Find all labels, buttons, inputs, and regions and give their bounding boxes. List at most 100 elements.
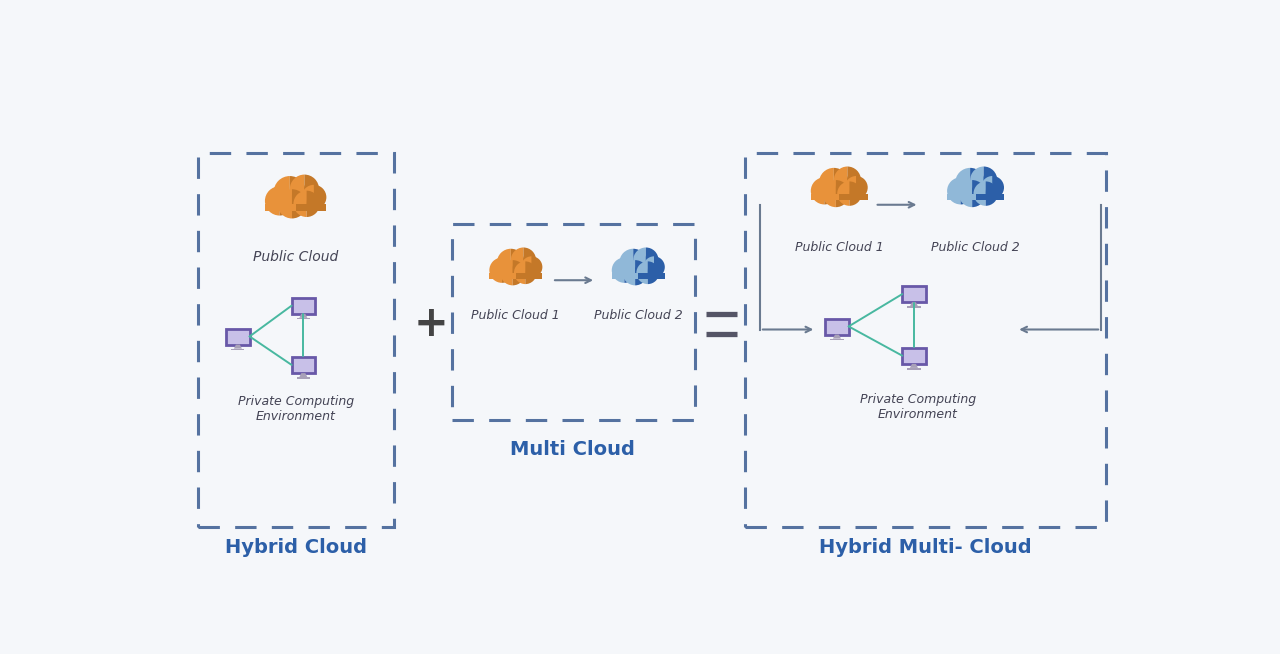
Polygon shape (265, 204, 296, 211)
Bar (198, 153, 394, 526)
Wedge shape (646, 247, 658, 273)
Wedge shape (265, 186, 279, 216)
Wedge shape (292, 189, 307, 218)
Text: Multi Cloud: Multi Cloud (511, 440, 635, 459)
Wedge shape (620, 249, 634, 277)
Text: Public Cloud 1: Public Cloud 1 (795, 241, 883, 254)
Bar (745, 153, 1106, 526)
Wedge shape (970, 168, 986, 198)
Wedge shape (847, 167, 861, 194)
Wedge shape (302, 185, 314, 210)
Wedge shape (500, 260, 513, 285)
Text: Private Computing
Environment: Private Computing Environment (238, 395, 353, 422)
Text: Hybrid Cloud: Hybrid Cloud (225, 538, 366, 557)
Wedge shape (980, 176, 992, 199)
Wedge shape (511, 249, 525, 277)
Wedge shape (833, 168, 849, 198)
Wedge shape (305, 175, 319, 204)
Polygon shape (516, 273, 543, 279)
Wedge shape (489, 258, 502, 283)
FancyBboxPatch shape (227, 328, 250, 345)
Wedge shape (635, 260, 648, 285)
Wedge shape (636, 262, 648, 284)
Polygon shape (300, 314, 307, 318)
Wedge shape (622, 260, 635, 285)
Polygon shape (833, 335, 841, 339)
FancyBboxPatch shape (292, 357, 315, 373)
FancyBboxPatch shape (292, 298, 315, 314)
FancyBboxPatch shape (902, 348, 925, 364)
Bar (908, 306, 920, 308)
Wedge shape (836, 180, 850, 207)
Wedge shape (497, 249, 511, 277)
FancyBboxPatch shape (826, 318, 849, 335)
Text: Public Cloud 2: Public Cloud 2 (594, 309, 682, 322)
Wedge shape (524, 247, 536, 273)
Wedge shape (959, 180, 973, 207)
Wedge shape (513, 260, 525, 285)
Polygon shape (296, 204, 326, 211)
Wedge shape (970, 167, 984, 194)
Wedge shape (856, 176, 868, 199)
Text: Public Cloud 1: Public Cloud 1 (471, 309, 561, 322)
Wedge shape (502, 258, 515, 283)
Wedge shape (986, 181, 998, 206)
Bar (232, 349, 244, 351)
Wedge shape (822, 180, 836, 207)
Wedge shape (279, 186, 294, 216)
Wedge shape (625, 258, 637, 283)
Polygon shape (975, 194, 1004, 200)
Wedge shape (819, 168, 833, 198)
Wedge shape (961, 177, 974, 205)
Polygon shape (300, 373, 307, 377)
Polygon shape (910, 302, 918, 306)
Wedge shape (274, 176, 289, 208)
Wedge shape (634, 249, 648, 277)
Wedge shape (612, 258, 625, 283)
Wedge shape (293, 191, 307, 217)
Text: Public Cloud 2: Public Cloud 2 (931, 241, 1020, 254)
Wedge shape (654, 256, 664, 278)
Polygon shape (840, 194, 868, 200)
Polygon shape (234, 345, 242, 349)
Wedge shape (845, 176, 856, 199)
Wedge shape (810, 177, 824, 205)
Bar (297, 318, 310, 319)
Bar (831, 339, 844, 340)
Wedge shape (289, 175, 305, 204)
Wedge shape (314, 185, 326, 210)
Wedge shape (644, 256, 654, 278)
Wedge shape (648, 262, 659, 284)
Polygon shape (639, 273, 664, 279)
Wedge shape (634, 247, 646, 273)
Wedge shape (992, 176, 1004, 199)
Wedge shape (974, 181, 986, 206)
Wedge shape (947, 177, 961, 205)
Wedge shape (984, 167, 997, 194)
Polygon shape (612, 273, 639, 279)
Bar (452, 224, 695, 421)
Wedge shape (511, 247, 524, 273)
Wedge shape (278, 189, 292, 218)
Wedge shape (531, 256, 543, 278)
Wedge shape (833, 167, 847, 194)
Wedge shape (515, 262, 525, 284)
Polygon shape (910, 364, 918, 368)
Polygon shape (489, 273, 516, 279)
Polygon shape (810, 194, 840, 200)
FancyBboxPatch shape (902, 286, 925, 302)
Bar (297, 377, 310, 379)
Bar (908, 368, 920, 370)
Text: +: + (413, 303, 448, 345)
Text: Public Cloud: Public Cloud (253, 250, 338, 264)
Wedge shape (521, 256, 531, 278)
Wedge shape (307, 191, 320, 217)
Polygon shape (947, 194, 975, 200)
Wedge shape (824, 177, 838, 205)
Wedge shape (955, 168, 970, 198)
Wedge shape (289, 176, 306, 208)
Text: Hybrid Multi- Cloud: Hybrid Multi- Cloud (819, 538, 1032, 557)
Wedge shape (525, 262, 536, 284)
Wedge shape (850, 181, 861, 206)
Wedge shape (973, 180, 986, 207)
